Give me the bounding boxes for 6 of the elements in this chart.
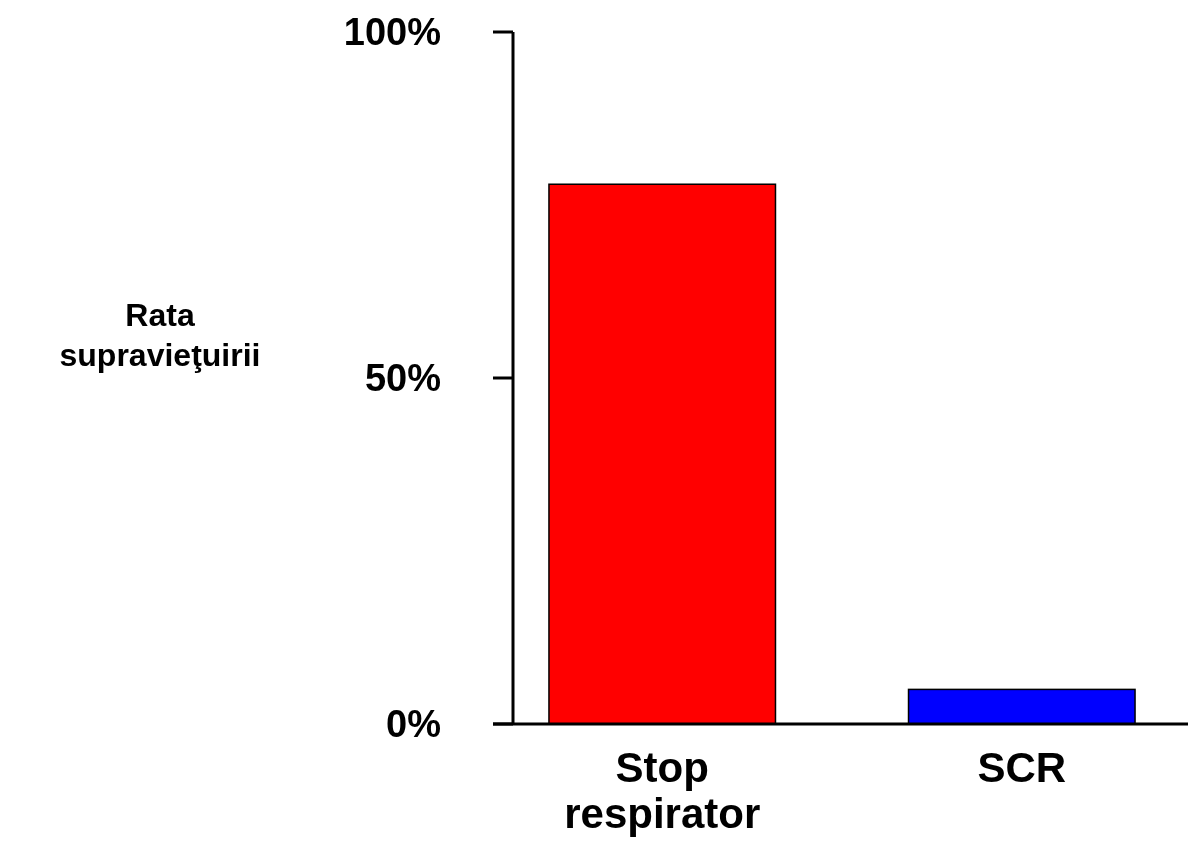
y-tick-label: 50%: [364, 357, 441, 400]
y-axis-title: Rata supravieţuirii: [59, 297, 261, 373]
x-tick-label: Stop respirator: [564, 744, 761, 837]
y-tick-label: 0%: [386, 703, 441, 746]
y-tick-label: 100%: [343, 11, 441, 54]
x-tick-label: SCR: [977, 744, 1067, 791]
